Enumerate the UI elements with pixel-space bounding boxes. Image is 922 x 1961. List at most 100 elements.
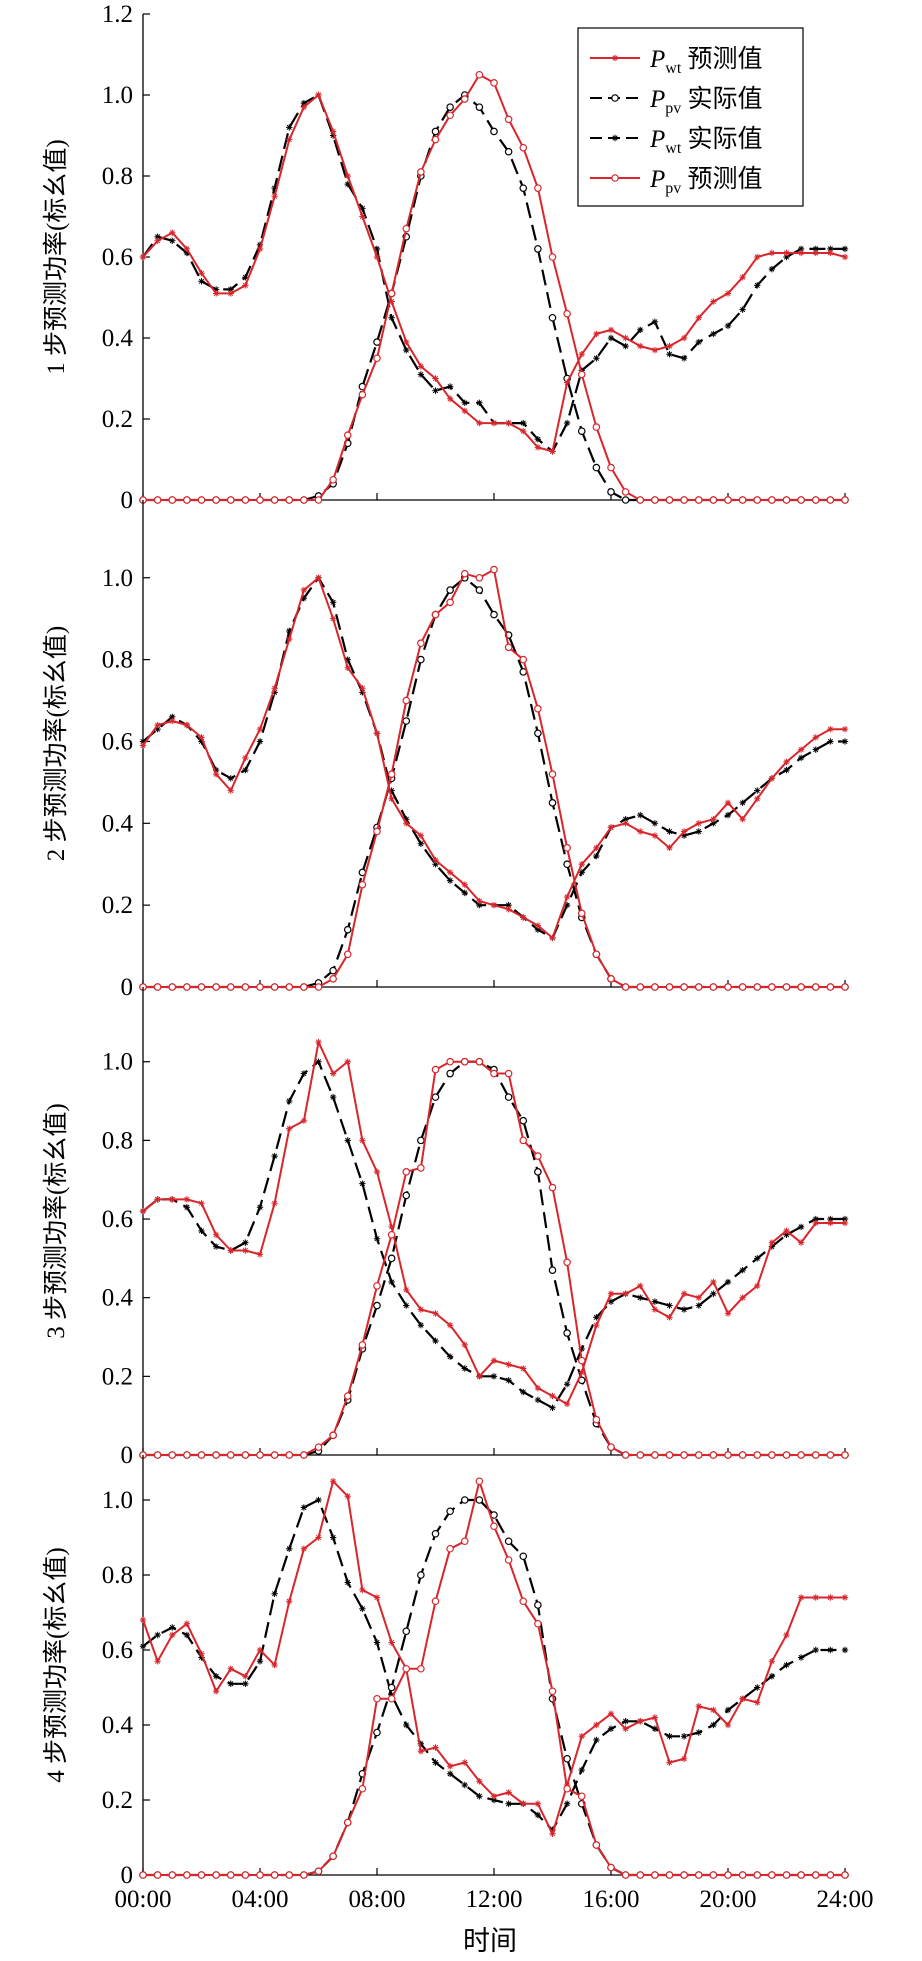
series-line	[143, 1060, 845, 1457]
data-point	[783, 1661, 790, 1669]
data-point	[183, 1451, 191, 1459]
data-point	[768, 775, 776, 782]
data-point	[724, 811, 732, 819]
data-point	[680, 1755, 688, 1762]
data-point	[505, 1361, 512, 1368]
data-point	[797, 249, 805, 257]
data-point	[315, 1496, 322, 1504]
data-point	[520, 1800, 527, 1807]
data-point	[563, 1381, 571, 1388]
data-point	[520, 419, 527, 427]
data-point	[300, 103, 308, 111]
data-point	[680, 355, 688, 362]
data-point	[754, 795, 761, 802]
data-point	[271, 1200, 278, 1207]
data-point	[373, 1301, 381, 1310]
data-point	[841, 253, 849, 261]
data-point	[563, 1784, 571, 1793]
data-point	[665, 983, 674, 991]
data-point	[359, 1605, 366, 1612]
legend-entry-1: Pwt 预测值	[590, 45, 763, 77]
data-point	[286, 1598, 293, 1605]
data-point	[315, 574, 322, 581]
data-point	[460, 95, 469, 103]
data-point	[593, 330, 600, 338]
data-point	[665, 1871, 674, 1879]
data-point	[198, 1654, 205, 1661]
data-point	[783, 253, 790, 261]
data-point	[665, 1451, 674, 1459]
data-point	[563, 1754, 571, 1763]
data-point	[651, 496, 659, 504]
data-point	[475, 573, 484, 582]
data-point	[212, 286, 220, 293]
data-point	[783, 758, 790, 766]
data-point	[270, 983, 279, 991]
data-point	[271, 689, 278, 696]
data-point	[841, 1219, 849, 1227]
data-point	[578, 869, 585, 876]
data-point	[256, 1646, 264, 1654]
panel-3: 0 0.2 0.4 0.6 0.8 1.0 3 步预测功率(标幺值)	[42, 987, 849, 1469]
data-point	[490, 1373, 498, 1380]
data-point	[680, 1451, 688, 1459]
data-point	[739, 1266, 746, 1274]
data-point	[387, 1694, 396, 1703]
data-point	[694, 1451, 703, 1459]
data-point	[549, 448, 556, 455]
data-point	[241, 983, 250, 991]
data-point	[827, 245, 834, 253]
data-point	[403, 820, 410, 827]
data-point	[563, 379, 571, 386]
data-point	[460, 1057, 469, 1066]
legend-marker	[611, 94, 619, 102]
data-point	[841, 1451, 849, 1459]
data-point	[797, 1871, 805, 1879]
data-point	[314, 1867, 323, 1876]
data-point	[431, 610, 440, 619]
data-point	[621, 1451, 630, 1459]
data-point	[431, 1065, 440, 1074]
data-point	[577, 909, 586, 918]
data-point	[373, 1235, 381, 1242]
data-point	[578, 1733, 585, 1740]
x-tick-label: 12:00	[466, 1886, 523, 1913]
data-point	[417, 1322, 425, 1329]
data-point	[373, 1594, 381, 1601]
data-point	[476, 1793, 483, 1800]
data-point	[329, 1431, 337, 1440]
series-pwt-actual	[139, 1496, 849, 1834]
series-ppv-actual	[139, 573, 849, 991]
data-point	[739, 1695, 746, 1702]
data-point	[812, 249, 819, 257]
data-point	[724, 290, 732, 297]
x-tick-label: 00:00	[115, 1886, 172, 1913]
data-point	[460, 569, 469, 578]
data-point	[841, 738, 849, 745]
y-tick-label: 1.0	[102, 1487, 133, 1514]
data-point	[300, 99, 308, 107]
data-point	[446, 1322, 454, 1329]
data-point	[739, 274, 746, 281]
data-point	[475, 70, 484, 79]
data-point	[300, 983, 308, 991]
data-point	[504, 1093, 513, 1101]
data-point	[154, 1196, 161, 1203]
data-point	[738, 1871, 747, 1879]
legend-label: Pwt 预测值	[649, 45, 763, 77]
data-point	[460, 1537, 469, 1546]
data-point	[548, 253, 557, 261]
data-point	[271, 1661, 278, 1669]
data-point	[768, 1658, 776, 1665]
data-point	[739, 1294, 746, 1301]
data-point	[695, 1703, 702, 1710]
data-point	[300, 1504, 308, 1511]
data-point	[446, 1507, 454, 1516]
data-point	[695, 314, 702, 321]
data-point	[710, 1706, 717, 1714]
data-point	[212, 1451, 220, 1459]
data-point	[637, 326, 644, 334]
data-point	[417, 832, 425, 839]
data-point	[198, 1227, 205, 1235]
data-point	[621, 1871, 630, 1879]
